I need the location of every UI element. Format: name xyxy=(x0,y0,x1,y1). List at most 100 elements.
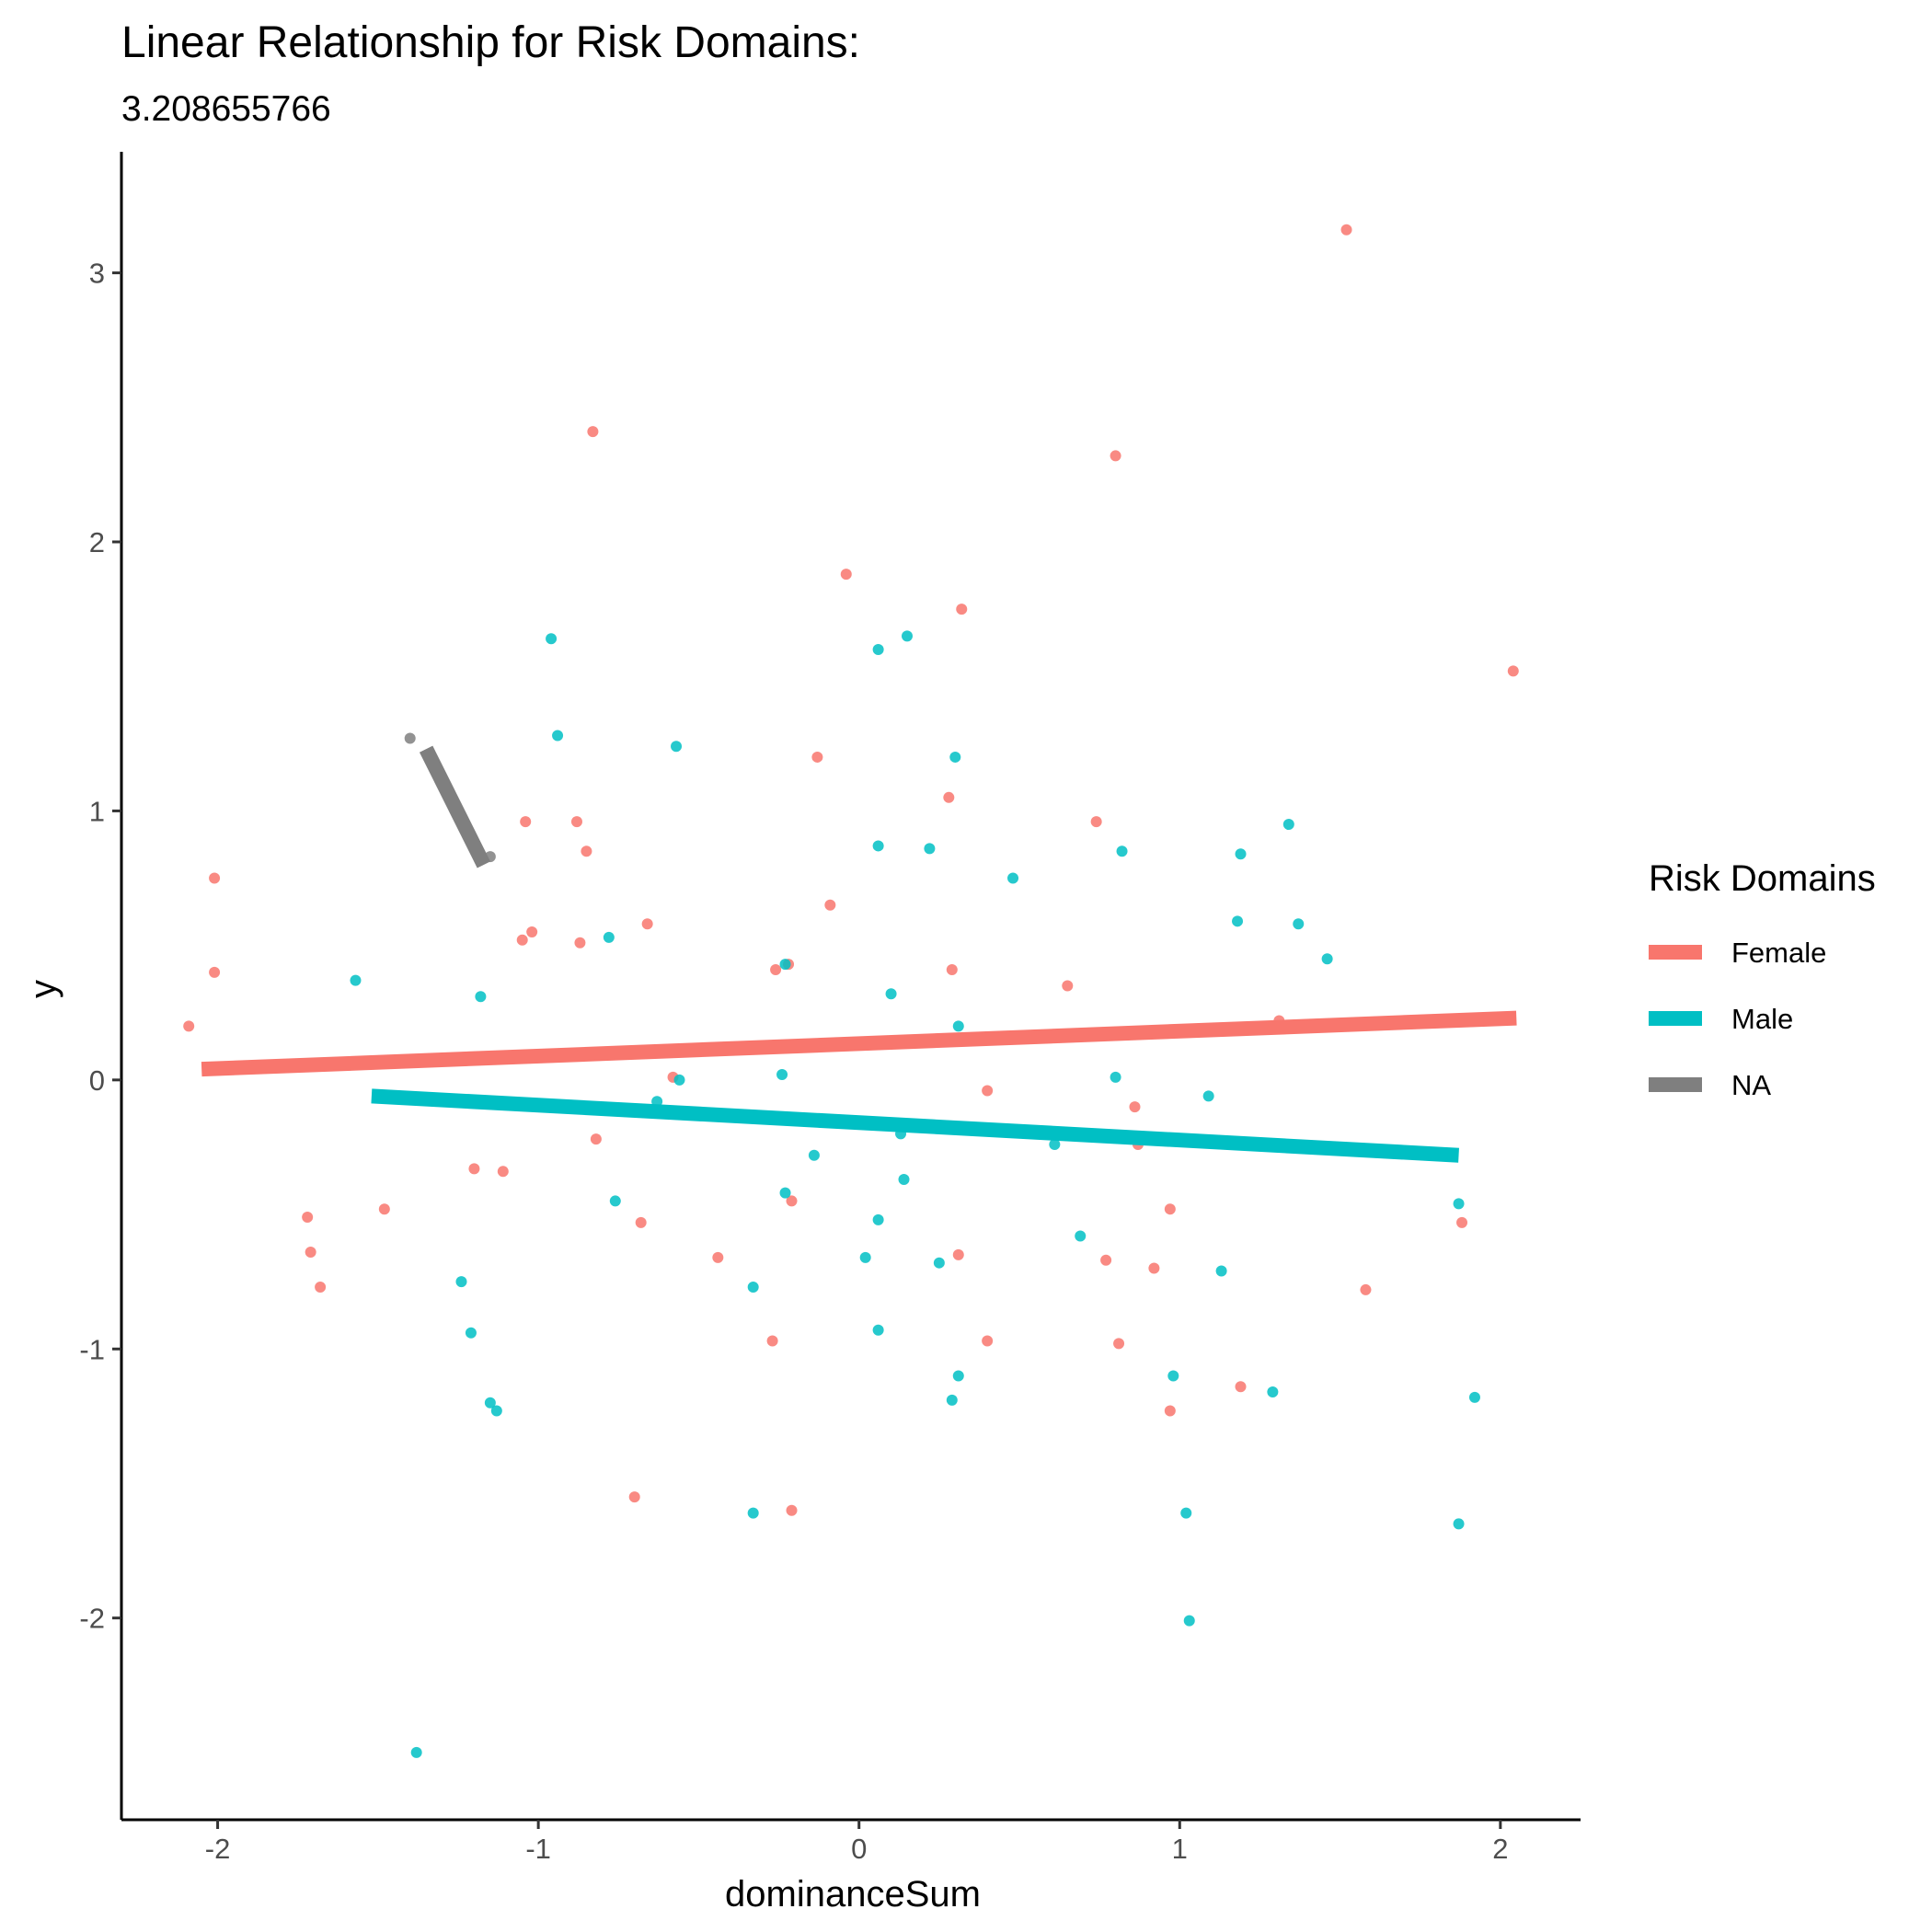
x-tick-label: 0 xyxy=(851,1833,867,1865)
chart-marks xyxy=(183,224,1519,1758)
data-point-female-22 xyxy=(766,1335,778,1347)
data-point-female-40 xyxy=(1113,1338,1125,1350)
data-point-male-15 xyxy=(747,1282,759,1294)
data-point-male-38 xyxy=(1110,1071,1121,1083)
data-point-female-15 xyxy=(587,426,599,438)
data-point-male-9 xyxy=(603,931,615,943)
data-point-female-32 xyxy=(952,1248,964,1260)
data-point-female-12 xyxy=(570,816,582,828)
data-point-male-30 xyxy=(933,1257,945,1269)
data-point-female-39 xyxy=(1110,450,1121,462)
data-point-male-14 xyxy=(747,1507,759,1519)
data-point-female-31 xyxy=(946,963,958,975)
data-point-male-3 xyxy=(465,1327,477,1339)
data-point-male-8 xyxy=(552,730,564,742)
data-point-female-10 xyxy=(520,816,532,828)
data-point-male-17 xyxy=(779,959,791,971)
data-point-male-53 xyxy=(1468,1391,1480,1403)
data-point-female-7 xyxy=(468,1163,480,1175)
y-tick-label: 0 xyxy=(89,1064,105,1097)
data-point-female-18 xyxy=(635,1216,647,1228)
data-point-male-32 xyxy=(949,751,961,763)
data-point-male-37 xyxy=(1075,1230,1087,1242)
data-point-female-21 xyxy=(712,1251,724,1263)
data-point-female-28 xyxy=(824,899,836,911)
y-tick-label: 1 xyxy=(89,795,105,827)
y-tick-label: 2 xyxy=(89,526,105,558)
data-point-female-27 xyxy=(811,751,823,763)
data-point-male-44 xyxy=(1215,1265,1227,1277)
data-point-male-48 xyxy=(1282,819,1294,831)
y-axis-title: y xyxy=(23,980,63,998)
data-point-female-16 xyxy=(590,1133,602,1145)
data-point-male-34 xyxy=(952,1370,964,1382)
data-point-male-49 xyxy=(1293,918,1305,930)
fit-line-na xyxy=(419,745,491,868)
y-tick-label: 3 xyxy=(89,258,105,290)
x-tick-label: 1 xyxy=(1172,1833,1188,1865)
data-point-female-11 xyxy=(526,926,538,938)
data-point-female-2 xyxy=(209,966,221,978)
data-point-male-25 xyxy=(885,988,897,1000)
data-point-female-17 xyxy=(628,1491,640,1503)
data-point-male-7 xyxy=(546,633,558,645)
data-point-female-50 xyxy=(1456,1216,1468,1228)
data-point-male-46 xyxy=(1235,848,1247,860)
data-point-female-38 xyxy=(1100,1254,1112,1266)
data-point-female-9 xyxy=(516,934,528,946)
data-point-female-36 xyxy=(1062,980,1074,992)
x-tick-label: -2 xyxy=(205,1833,231,1865)
legend-label-male: Male xyxy=(1731,1003,1793,1035)
data-point-male-33 xyxy=(952,1020,964,1032)
data-point-female-4 xyxy=(305,1246,316,1258)
data-point-male-27 xyxy=(898,1174,910,1186)
data-point-male-20 xyxy=(859,1251,871,1263)
data-point-male-36 xyxy=(1049,1139,1061,1151)
data-point-male-24 xyxy=(872,840,884,852)
data-point-female-3 xyxy=(302,1211,314,1223)
data-point-male-41 xyxy=(1180,1507,1192,1519)
chart-title: Linear Relationship for Risk Domains: xyxy=(121,18,860,67)
data-point-female-45 xyxy=(1164,1405,1176,1417)
data-point-male-45 xyxy=(1232,915,1244,927)
fit-line-female xyxy=(201,1010,1517,1077)
data-point-female-33 xyxy=(956,604,968,615)
fit-line-male xyxy=(371,1088,1459,1163)
data-point-female-23 xyxy=(770,963,782,975)
legend-title: Risk Domains xyxy=(1649,858,1876,899)
legend-label-female: Female xyxy=(1731,937,1826,969)
data-point-female-14 xyxy=(581,845,592,857)
data-point-female-48 xyxy=(1340,224,1352,236)
data-point-male-16 xyxy=(776,1068,788,1080)
data-point-female-25 xyxy=(786,1195,798,1207)
data-point-female-44 xyxy=(1164,1203,1176,1215)
data-point-female-0 xyxy=(183,1020,195,1032)
data-point-female-8 xyxy=(497,1166,509,1178)
axes: -2 -1 0 1 2 -2 -1 0 1 2 3 xyxy=(79,152,1581,1865)
data-point-female-41 xyxy=(1129,1101,1141,1113)
data-point-male-21 xyxy=(872,1213,884,1225)
x-tick-label: -1 xyxy=(525,1833,551,1865)
data-point-male-52 xyxy=(1453,1518,1465,1530)
data-point-female-26 xyxy=(786,1504,798,1516)
data-point-male-19 xyxy=(808,1149,820,1161)
data-point-male-29 xyxy=(924,843,936,855)
data-point-female-30 xyxy=(943,791,955,803)
data-point-female-51 xyxy=(1507,665,1519,677)
data-point-female-19 xyxy=(641,918,653,930)
data-point-female-34 xyxy=(982,1085,994,1097)
legend: Risk Domains Female Male NA xyxy=(1649,858,1876,1101)
data-point-male-43 xyxy=(1202,1090,1214,1102)
data-point-male-35 xyxy=(1007,872,1019,884)
data-point-female-6 xyxy=(378,1203,390,1215)
data-point-female-49 xyxy=(1360,1283,1372,1295)
data-point-male-6 xyxy=(490,1405,502,1417)
data-point-female-29 xyxy=(840,569,852,581)
data-point-male-42 xyxy=(1183,1615,1195,1627)
data-point-female-35 xyxy=(982,1335,994,1347)
chart-subtitle: 3.208655766 xyxy=(121,89,331,129)
data-point-male-4 xyxy=(475,991,487,1003)
data-point-female-46 xyxy=(1235,1381,1247,1393)
data-point-female-13 xyxy=(574,937,586,949)
